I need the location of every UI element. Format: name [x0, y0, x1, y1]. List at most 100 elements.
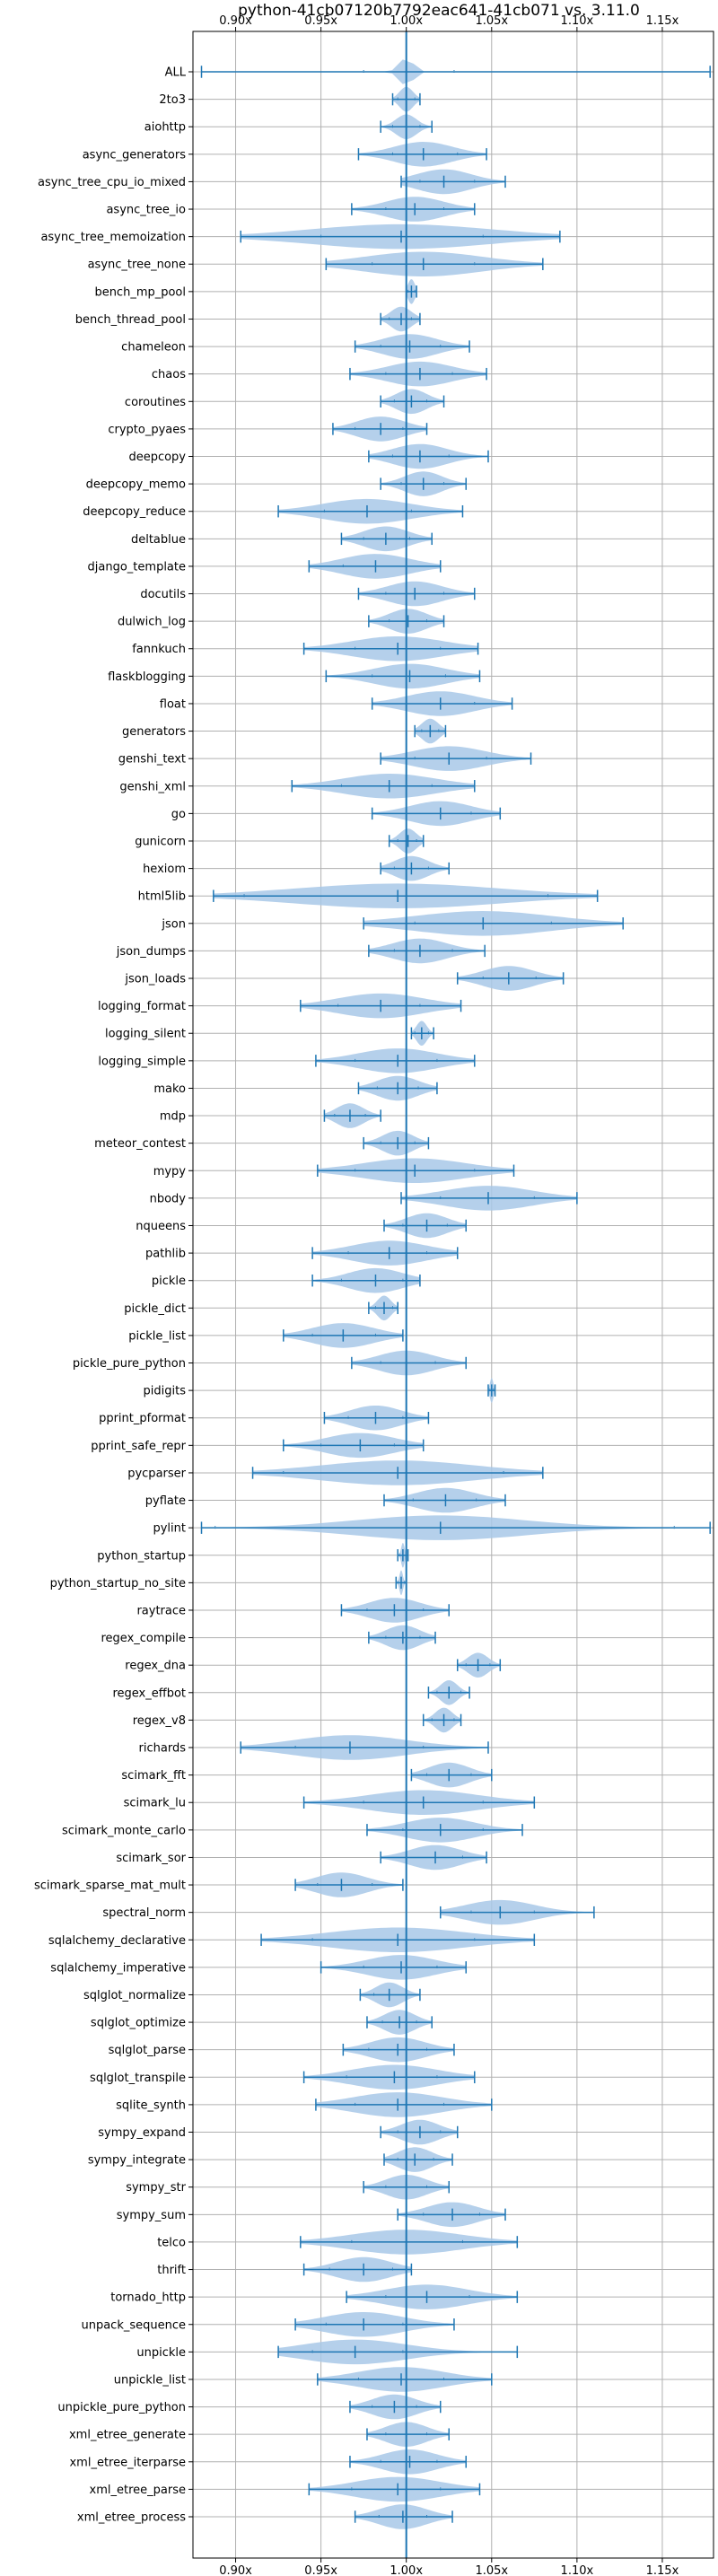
category-label: pickle_list: [128, 1329, 186, 1343]
category-label: logging_silent: [105, 1028, 186, 1041]
x-tick-label-bottom: 1.10x: [561, 2564, 594, 2576]
category-label: chaos: [152, 368, 186, 381]
category-label: async_generators: [83, 148, 187, 162]
category-label: unpickle_list: [114, 2373, 186, 2387]
category-label: sqlite_synth: [116, 2098, 186, 2112]
chart-title: python-41cb07120b7792eac641-41cb071 vs. …: [238, 2, 640, 20]
category-label: hexiom: [143, 863, 186, 876]
category-label: telco: [157, 2236, 186, 2249]
category-label: sympy_sum: [117, 2209, 186, 2222]
category-label: sqlglot_transpile: [90, 2072, 186, 2085]
axes: 0.90x 0.90x 0.95x 0.95x 1.00x 1.00x 1.05x 1.05x…: [188, 14, 714, 2576]
category-label: dulwich_log: [118, 616, 186, 629]
category-label: pycparser: [127, 1467, 186, 1480]
category-label: unpickle: [136, 2346, 186, 2360]
category-label: json: [161, 917, 186, 931]
x-tick-label-bottom: 0.90x: [219, 2564, 252, 2576]
category-label: async_tree_cpu_io_mixed: [38, 176, 186, 189]
category-label: pickle: [152, 1275, 186, 1288]
category-label: django_template: [88, 560, 186, 574]
category-label: logging_format: [98, 1000, 186, 1013]
category-label: go: [171, 808, 186, 821]
category-label: pidigits: [144, 1385, 187, 1398]
x-tick-label-top: 0.95x: [304, 14, 337, 28]
category-label: 2to3: [159, 93, 186, 107]
category-label: ALL: [165, 66, 187, 80]
category-label: python_startup: [97, 1549, 186, 1563]
category-label: spectral_norm: [102, 1906, 186, 1920]
category-label: scimark_monte_carlo: [62, 1824, 186, 1837]
grid: [193, 31, 714, 2558]
category-label: genshi_xml: [119, 780, 186, 793]
category-label: python_startup_no_site: [50, 1577, 186, 1590]
category-label: sqlalchemy_declarative: [48, 1934, 186, 1948]
category-label: aiohttp: [144, 121, 186, 135]
category-label: scimark_fft: [121, 1769, 186, 1783]
x-tick-label-bottom: 1.05x: [475, 2564, 508, 2576]
x-tick-label-bottom: 1.15x: [646, 2564, 679, 2576]
x-tick-label-top: 1.15x: [646, 14, 679, 28]
category-label: coroutines: [125, 396, 186, 409]
category-label: genshi_text: [118, 753, 186, 767]
category-label: regex_dna: [125, 1660, 186, 1673]
x-tick-label-bottom: 0.95x: [304, 2564, 337, 2576]
category-label: deltablue: [131, 533, 186, 547]
category-label: sympy_str: [126, 2181, 186, 2195]
category-label: json_loads: [124, 973, 186, 986]
category-label: scimark_lu: [124, 1797, 186, 1810]
category-label: deepcopy: [128, 451, 186, 464]
x-tick-label-top: 1.10x: [561, 14, 594, 28]
category-label: regex_v8: [133, 1714, 186, 1728]
category-label: docutils: [140, 588, 186, 601]
category-label: sympy_integrate: [88, 2154, 186, 2168]
category-label: json_dumps: [116, 945, 186, 959]
category-label: bench_thread_pool: [75, 313, 186, 327]
category-label: pyflate: [145, 1494, 186, 1508]
category-label: pickle_pure_python: [73, 1357, 186, 1371]
category-label: richards: [139, 1742, 187, 1756]
x-tick-label-top: 0.90x: [219, 14, 252, 28]
category-label: raytrace: [136, 1604, 186, 1617]
category-label: gunicorn: [135, 835, 186, 848]
category-label: pprint_safe_repr: [91, 1440, 186, 1453]
category-label: bench_mp_pool: [94, 285, 186, 299]
category-label: flaskblogging: [108, 670, 186, 684]
category-label: deepcopy_memo: [86, 478, 186, 492]
category-label: pathlib: [145, 1248, 186, 1261]
category-label: deepcopy_reduce: [83, 505, 186, 519]
category-label: xml_etree_parse: [90, 2484, 186, 2497]
plot-frame: [192, 31, 714, 2559]
category-label: nbody: [150, 1192, 187, 1205]
category-label: mako: [153, 1082, 186, 1096]
x-tick-label-top: 1.00x: [390, 14, 423, 28]
category-label: xml_etree_generate: [69, 2429, 186, 2442]
category-label: pprint_pformat: [99, 1412, 186, 1425]
category-label: fannkuch: [132, 643, 186, 656]
category-label: xml_etree_process: [77, 2511, 186, 2525]
category-label: thrift: [157, 2264, 186, 2277]
category-label: async_tree_none: [88, 258, 186, 272]
category-label: meteor_contest: [94, 1137, 186, 1151]
category-label: scimark_sparse_mat_mult: [34, 1879, 186, 1893]
category-label: async_tree_io: [106, 204, 186, 217]
x-tick-label-bottom: 1.00x: [390, 2564, 423, 2576]
category-label: sympy_expand: [98, 2126, 186, 2140]
x-tick-label-top: 1.05x: [475, 14, 508, 28]
category-label: async_tree_memoization: [40, 231, 186, 244]
category-label: chameleon: [121, 341, 186, 355]
category-label: nqueens: [136, 1220, 186, 1233]
category-labels: ALL 2to3 aiohttp async_generators async_tree…: [34, 66, 187, 2525]
category-label: crypto_pyaes: [108, 423, 186, 436]
category-label: generators: [122, 725, 186, 739]
category-label: logging_simple: [98, 1055, 186, 1068]
category-label: sqlglot_normalize: [83, 1989, 186, 2002]
violins: [201, 59, 711, 2529]
category-label: unpickle_pure_python: [57, 2401, 186, 2414]
category-label: regex_compile: [101, 1632, 186, 1645]
category-label: scimark_sor: [116, 1852, 186, 1865]
category-label: pylint: [153, 1522, 186, 1536]
category-label: mypy: [153, 1165, 187, 1178]
category-label: xml_etree_iterparse: [69, 2456, 186, 2469]
category-label: sqlalchemy_imperative: [50, 1961, 186, 1975]
